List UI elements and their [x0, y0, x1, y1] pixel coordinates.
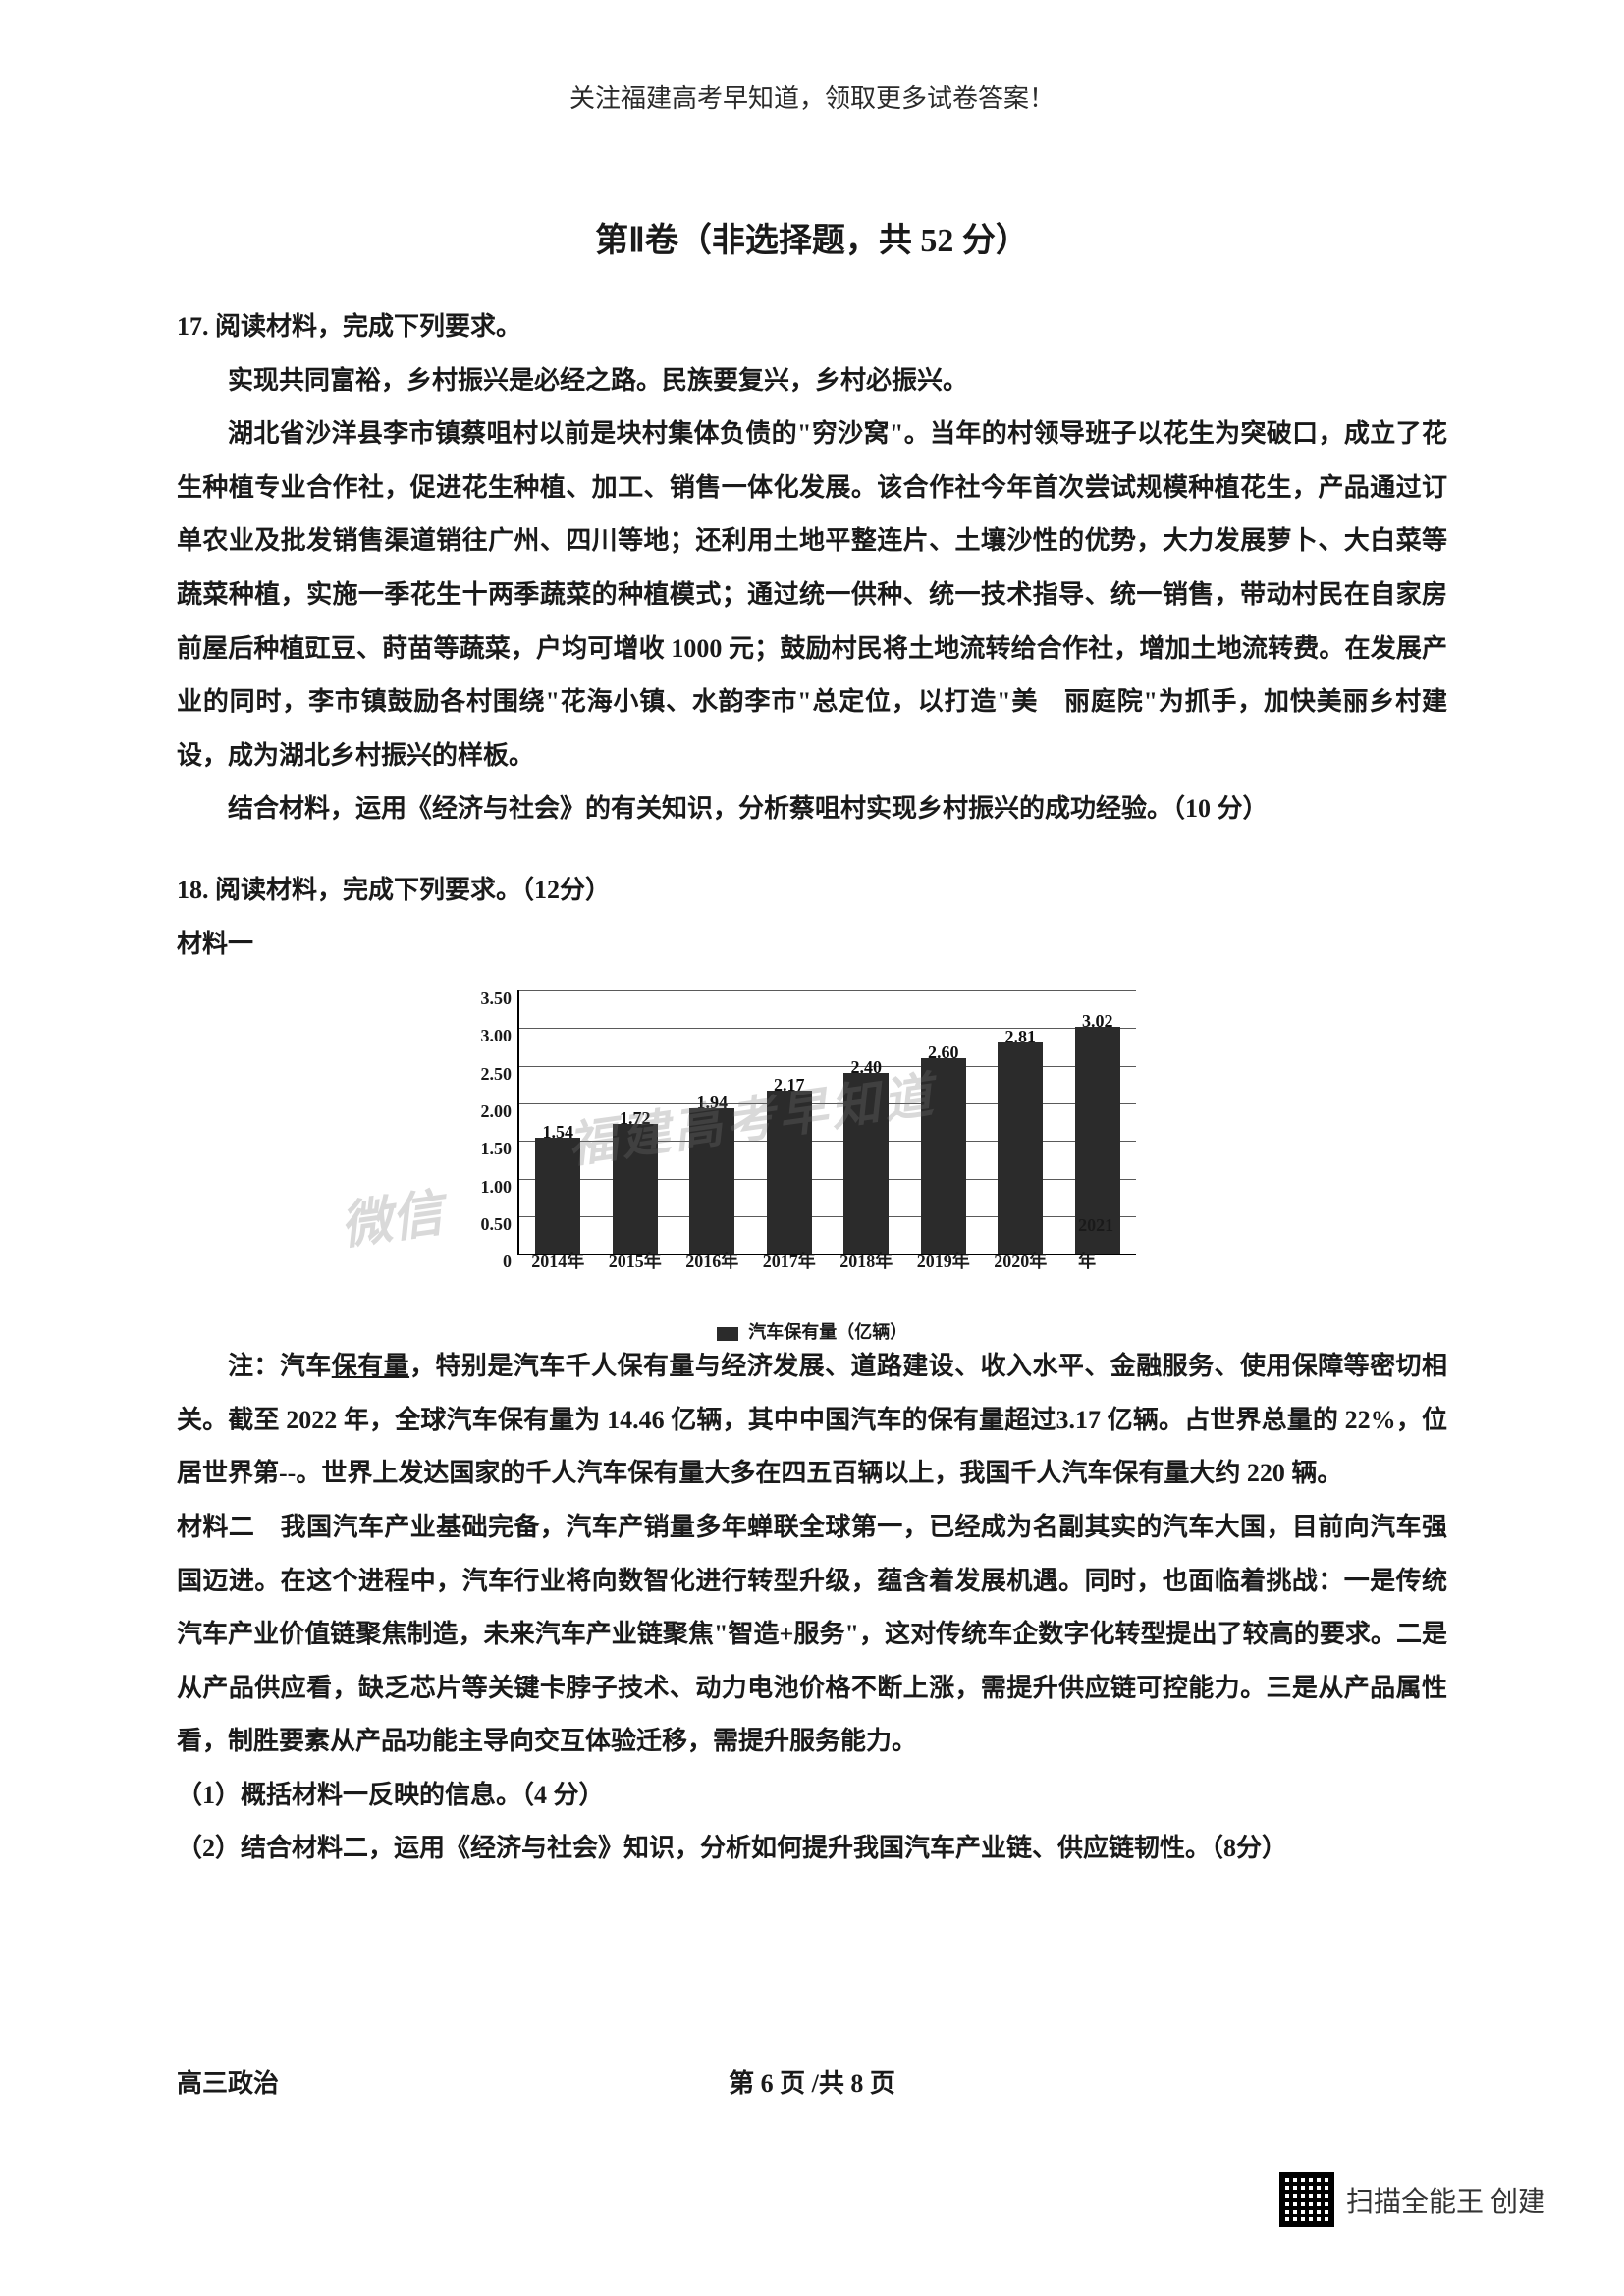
page-footer: 高三政治 第 6 页 /共 8 页 — [177, 2063, 1447, 2100]
chart-legend: 汽车保有量（亿辆） — [449, 1314, 1175, 1352]
y-tick-label: 3.50 — [481, 981, 513, 1018]
section-title: 第Ⅱ卷（非选择题，共 52 分） — [177, 213, 1447, 261]
q18-head: 18. 阅读材料，完成下列要求。（12分） — [177, 864, 1447, 918]
grid-line — [519, 990, 1136, 991]
underline-保有量: 保有量 — [332, 1352, 409, 1380]
scan-badge: 扫描全能王 创建 — [1279, 2172, 1545, 2227]
x-tick-label: 2014年 — [531, 1244, 584, 1281]
bar-value-label: 2.60 — [921, 1035, 966, 1072]
x-tick-label: 2019年 — [917, 1244, 970, 1281]
q17-head: 17. 阅读材料，完成下列要求。 — [177, 300, 1447, 354]
y-tick-label: 1.50 — [481, 1131, 513, 1168]
legend-swatch — [717, 1327, 738, 1341]
y-tick-label: 0.50 — [481, 1206, 513, 1244]
x-tick-label: 2015年 — [609, 1244, 662, 1281]
x-tick-label: 2021年 — [1078, 1207, 1116, 1282]
bar: 1.72 — [613, 1124, 658, 1254]
x-tick-label: 2017年 — [763, 1244, 816, 1281]
bar-value-label: 2.17 — [767, 1067, 812, 1104]
q18-note: 注：汽车保有量，特别是汽车千人保有量与经济发展、道路建设、收入水平、金融服务、使… — [177, 1340, 1447, 1501]
q18-sub1: （1）概括材料一反映的信息。（4 分） — [177, 1769, 1447, 1823]
bar-value-label: 2.81 — [998, 1019, 1043, 1056]
scan-text: 扫描全能王 创建 — [1346, 2180, 1545, 2219]
bar: 2.17 — [767, 1091, 812, 1254]
y-tick-label: 0 — [503, 1244, 512, 1281]
y-tick-label: 2.00 — [481, 1094, 513, 1131]
bar: 2.40 — [843, 1073, 889, 1254]
bar: 1.54 — [535, 1138, 580, 1254]
x-tick-label: 2018年 — [839, 1244, 893, 1281]
legend-label: 汽车保有量（亿辆） — [748, 1322, 907, 1342]
q17-p3: 结合材料，运用《经济与社会》的有关知识，分析蔡咀村实现乡村振兴的成功经验。（10… — [177, 782, 1447, 836]
grid-line — [519, 1028, 1136, 1029]
bar: 1.94 — [689, 1108, 734, 1255]
qr-icon — [1279, 2172, 1334, 2227]
footer-center: 第 6 页 /共 8 页 — [729, 2063, 895, 2100]
x-tick-label: 2016年 — [685, 1244, 738, 1281]
bar: 2.81 — [998, 1042, 1043, 1254]
material2-label: 材料二 — [177, 1513, 254, 1541]
bar-value-label: 3.02 — [1075, 1003, 1120, 1041]
bar-value-label: 1.72 — [613, 1100, 658, 1138]
y-tick-label: 3.00 — [481, 1018, 513, 1055]
bar: 2.60 — [921, 1058, 966, 1254]
y-tick-label: 1.00 — [481, 1169, 513, 1206]
q17-p2: 湖北省沙洋县李市镇蔡咀村以前是块村集体负债的"穷沙窝"。当年的村领导班子以花生为… — [177, 407, 1447, 782]
bar-value-label: 1.94 — [689, 1085, 734, 1122]
material2-text: 材料二 我国汽车产业基础完备，汽车产销量多年蝉联全球第一，已经成为名副其实的汽车… — [177, 1501, 1447, 1769]
material2-body: 我国汽车产业基础完备，汽车产销量多年蝉联全球第一，已经成为名副其实的汽车大国，目… — [177, 1513, 1447, 1755]
material1-label: 材料一 — [177, 918, 1447, 972]
q17-p1: 实现共同富裕，乡村振兴是必经之路。民族要复兴，乡村必振兴。 — [177, 354, 1447, 408]
car-ownership-chart: 00.501.001.502.002.503.003.501.542014年1.… — [449, 981, 1175, 1305]
y-tick-label: 2.50 — [481, 1056, 513, 1094]
watermark-1: 微信 — [334, 1160, 450, 1281]
bar-value-label: 2.40 — [843, 1049, 889, 1087]
grid-line — [519, 1066, 1136, 1067]
bar-value-label: 1.54 — [535, 1114, 580, 1151]
x-tick-label: 2020年 — [994, 1244, 1047, 1281]
q18-sub2: （2）结合材料二，运用《经济与社会》知识，分析如何提升我国汽车产业链、供应链韧性… — [177, 1822, 1447, 1876]
footer-left: 高三政治 — [177, 2063, 279, 2100]
page-header: 关注福建高考早知道，领取更多试卷答案！ — [177, 79, 1447, 115]
